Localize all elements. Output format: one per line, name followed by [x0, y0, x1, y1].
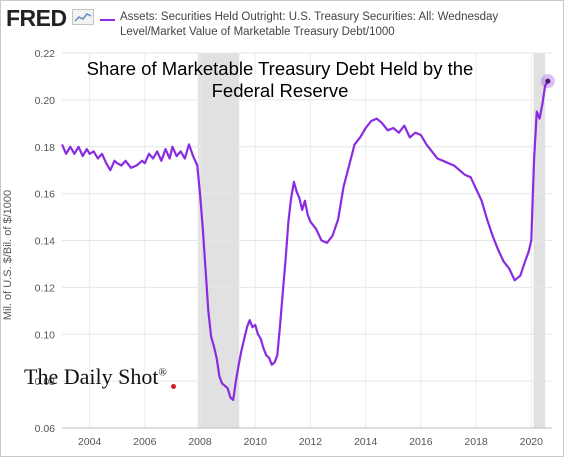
legend-swatch [100, 19, 115, 21]
fred-logo[interactable]: FRED [6, 5, 67, 31]
x-tick-label: 2004 [78, 436, 102, 448]
x-tick-label: 2014 [354, 436, 378, 448]
y-tick-label: 0.08 [35, 376, 56, 388]
y-tick-label: 0.14 [35, 236, 56, 248]
x-tick-label: 2020 [520, 436, 544, 448]
y-tick-label: 0.16 [35, 189, 56, 201]
watermark-text: The Daily Shot [24, 364, 159, 389]
y-tick-label: 0.20 [35, 95, 56, 107]
x-tick-label: 2008 [188, 436, 212, 448]
last-point-marker [545, 78, 551, 84]
y-tick-label: 0.10 [35, 329, 56, 341]
chart-title: Share of Marketable Treasury Debt Held b… [86, 58, 474, 101]
y-tick-label: 0.22 [35, 48, 56, 60]
x-tick-label: 2012 [299, 436, 323, 448]
chart-line-icon [72, 9, 94, 25]
y-tick-label: 0.12 [35, 282, 56, 294]
y-tick-label: 0.06 [35, 423, 56, 435]
daily-shot-watermark: The Daily Shot® [24, 364, 167, 390]
x-tick-label: 2016 [409, 436, 433, 448]
y-tick-label: 0.18 [35, 142, 56, 154]
legend-label: Assets: Securities Held Outright: U.S. T… [120, 11, 499, 38]
x-tick-label: 2006 [133, 436, 157, 448]
watermark-dot [171, 384, 176, 389]
series-line [60, 80, 549, 401]
x-tick-label: 2018 [464, 436, 488, 448]
x-tick-label: 2010 [244, 436, 268, 448]
registered-mark: ® [158, 366, 167, 379]
